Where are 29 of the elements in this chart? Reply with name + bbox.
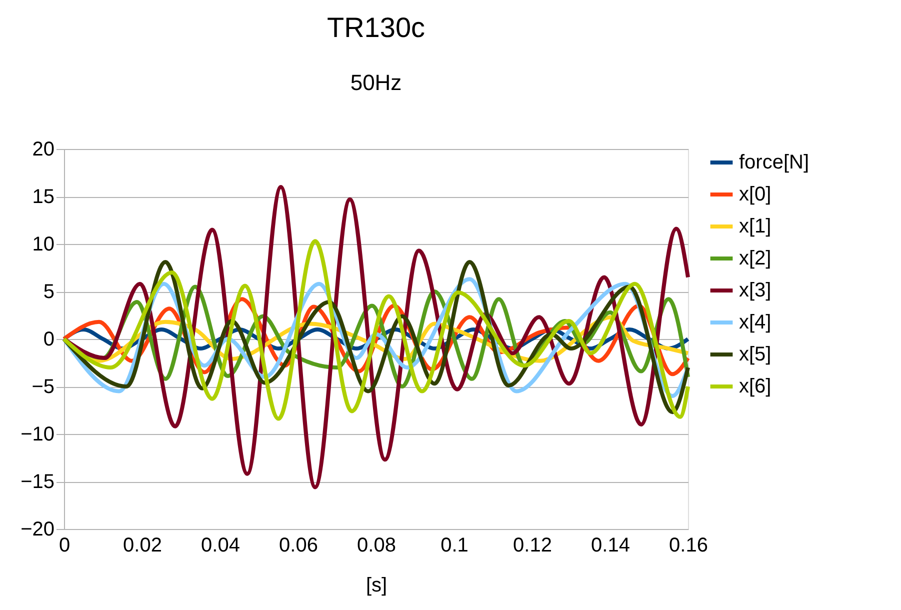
y-tick-label: 20	[32, 138, 54, 160]
legend-label: x[6]	[739, 376, 772, 398]
legend-label: x[2]	[739, 248, 772, 270]
y-tick-label: 15	[32, 186, 54, 208]
legend-label: x[3]	[739, 280, 772, 302]
y-tick-label: 10	[32, 234, 54, 256]
y-tick-label: −5	[32, 376, 54, 398]
y-tick-label: 0	[43, 328, 54, 350]
x-tick-label: 0.14	[591, 534, 630, 556]
y-tick-label: −10	[20, 424, 54, 446]
legend-label: x[4]	[739, 312, 772, 334]
x-tick-label: 0.06	[279, 534, 318, 556]
y-tick-label: 5	[43, 281, 54, 303]
x-axis-title: [s]	[366, 574, 388, 596]
chart-subtitle: 50Hz	[350, 70, 402, 95]
x-tick-label: 0.04	[201, 534, 240, 556]
legend-label: force[N]	[739, 152, 810, 174]
chart-title: TR130c	[326, 12, 426, 43]
y-tick-label: −15	[20, 471, 54, 493]
y-tick-label: −20	[20, 518, 54, 540]
x-tick-label: 0	[58, 534, 70, 556]
x-tick-label: 0.02	[123, 534, 162, 556]
x-tick-label: 0.16	[669, 534, 708, 556]
x-tick-label: 0.08	[357, 534, 396, 556]
x-tick-label: 0.1	[440, 534, 468, 556]
legend-label: x[5]	[739, 344, 772, 366]
legend-label: x[0]	[739, 184, 772, 206]
legend-label: x[1]	[739, 216, 772, 238]
x-tick-label: 0.12	[513, 534, 552, 556]
